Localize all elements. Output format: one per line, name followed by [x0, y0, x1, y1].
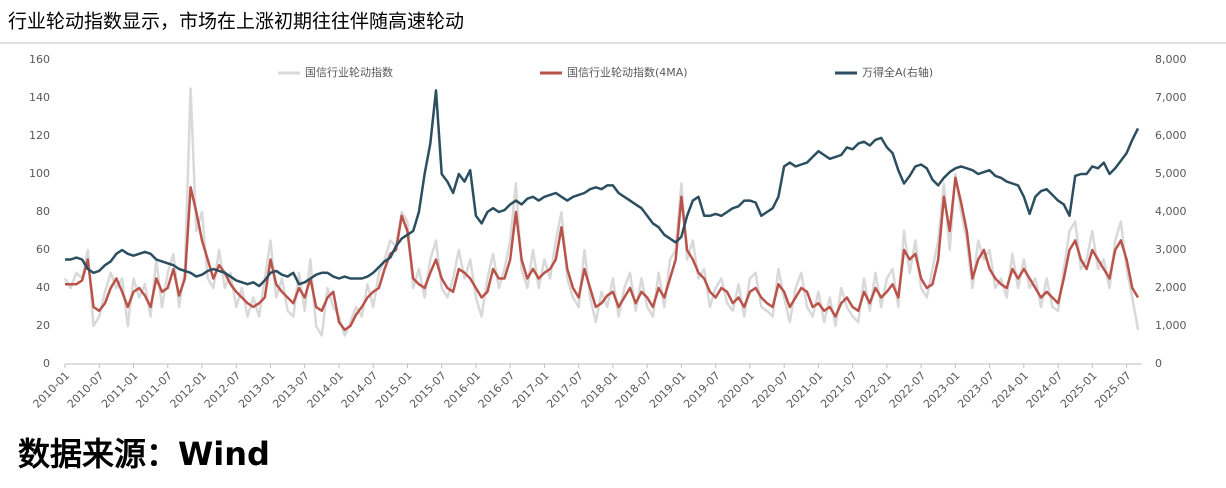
series-line [65, 176, 1140, 332]
x-tick-label: 2024-07 [1024, 369, 1066, 411]
legend-label: 国信行业轮动指数(4MA) [567, 65, 688, 79]
y-tick-label: 0 [43, 357, 50, 370]
y-tick-label: 140 [29, 91, 50, 104]
x-tick-label: 2010-01 [31, 369, 73, 411]
x-tick-label: 2015-01 [373, 369, 415, 411]
series-line [65, 89, 1140, 288]
series-line [63, 87, 1140, 337]
y-tick-label: 40 [36, 281, 50, 294]
x-tick-label: 2025-07 [1092, 369, 1134, 411]
y2-tick-label: 8,000 [1155, 53, 1187, 66]
x-tick-label: 2025-01 [1058, 369, 1100, 411]
y2-tick-label: 4,000 [1155, 205, 1187, 218]
x-tick-label: 2016-01 [441, 369, 483, 411]
x-tick-label: 2018-07 [613, 369, 655, 411]
x-tick-label: 2023-01 [921, 369, 963, 411]
x-tick-label: 2015-07 [407, 369, 449, 411]
x-tick-label: 2021-07 [818, 369, 860, 411]
x-tick-label: 2022-07 [887, 369, 929, 411]
x-tick-label: 2024-01 [989, 369, 1031, 411]
x-tick-label: 2013-07 [270, 369, 312, 411]
y-tick-label: 60 [36, 243, 50, 256]
y2-tick-label: 3,000 [1155, 243, 1187, 256]
x-tick-label: 2011-01 [99, 369, 141, 411]
legend-label: 万得全A(右轴) [862, 65, 933, 79]
x-tick-label: 2021-01 [784, 369, 826, 411]
y-tick-label: 160 [29, 53, 50, 66]
y-tick-label: 80 [36, 205, 50, 218]
y-tick-label: 20 [36, 319, 50, 332]
x-tick-label: 2010-07 [65, 369, 107, 411]
y2-tick-label: 2,000 [1155, 281, 1187, 294]
y-tick-label: 120 [29, 129, 50, 142]
y2-tick-label: 1,000 [1155, 319, 1187, 332]
chart-title: 行业轮动指数显示，市场在上涨初期往往伴随高速轮动 [8, 11, 464, 33]
y2-tick-label: 0 [1155, 357, 1162, 370]
x-tick-label: 2014-07 [339, 369, 381, 411]
x-tick-label: 2020-07 [750, 369, 792, 411]
x-tick-label: 2023-07 [955, 369, 997, 411]
y2-tick-label: 5,000 [1155, 167, 1187, 180]
x-tick-label: 2020-01 [715, 369, 757, 411]
x-tick-label: 2013-01 [236, 369, 278, 411]
x-tick-label: 2012-07 [202, 369, 244, 411]
source-note: 数据来源：Wind [18, 435, 270, 473]
x-tick-label: 2018-01 [578, 369, 620, 411]
y2-tick-label: 6,000 [1155, 129, 1187, 142]
x-tick-label: 2014-01 [305, 369, 347, 411]
x-tick-label: 2011-07 [133, 369, 175, 411]
x-tick-label: 2017-01 [510, 369, 552, 411]
legend-label: 国信行业轮动指数 [305, 65, 393, 79]
x-tick-label: 2019-01 [647, 369, 689, 411]
x-tick-label: 2022-01 [852, 369, 894, 411]
y-tick-label: 100 [29, 167, 50, 180]
x-tick-label: 2016-07 [476, 369, 518, 411]
x-tick-label: 2012-01 [168, 369, 210, 411]
x-tick-label: 2019-07 [681, 369, 723, 411]
y2-tick-label: 7,000 [1155, 91, 1187, 104]
x-tick-label: 2017-07 [544, 369, 586, 411]
